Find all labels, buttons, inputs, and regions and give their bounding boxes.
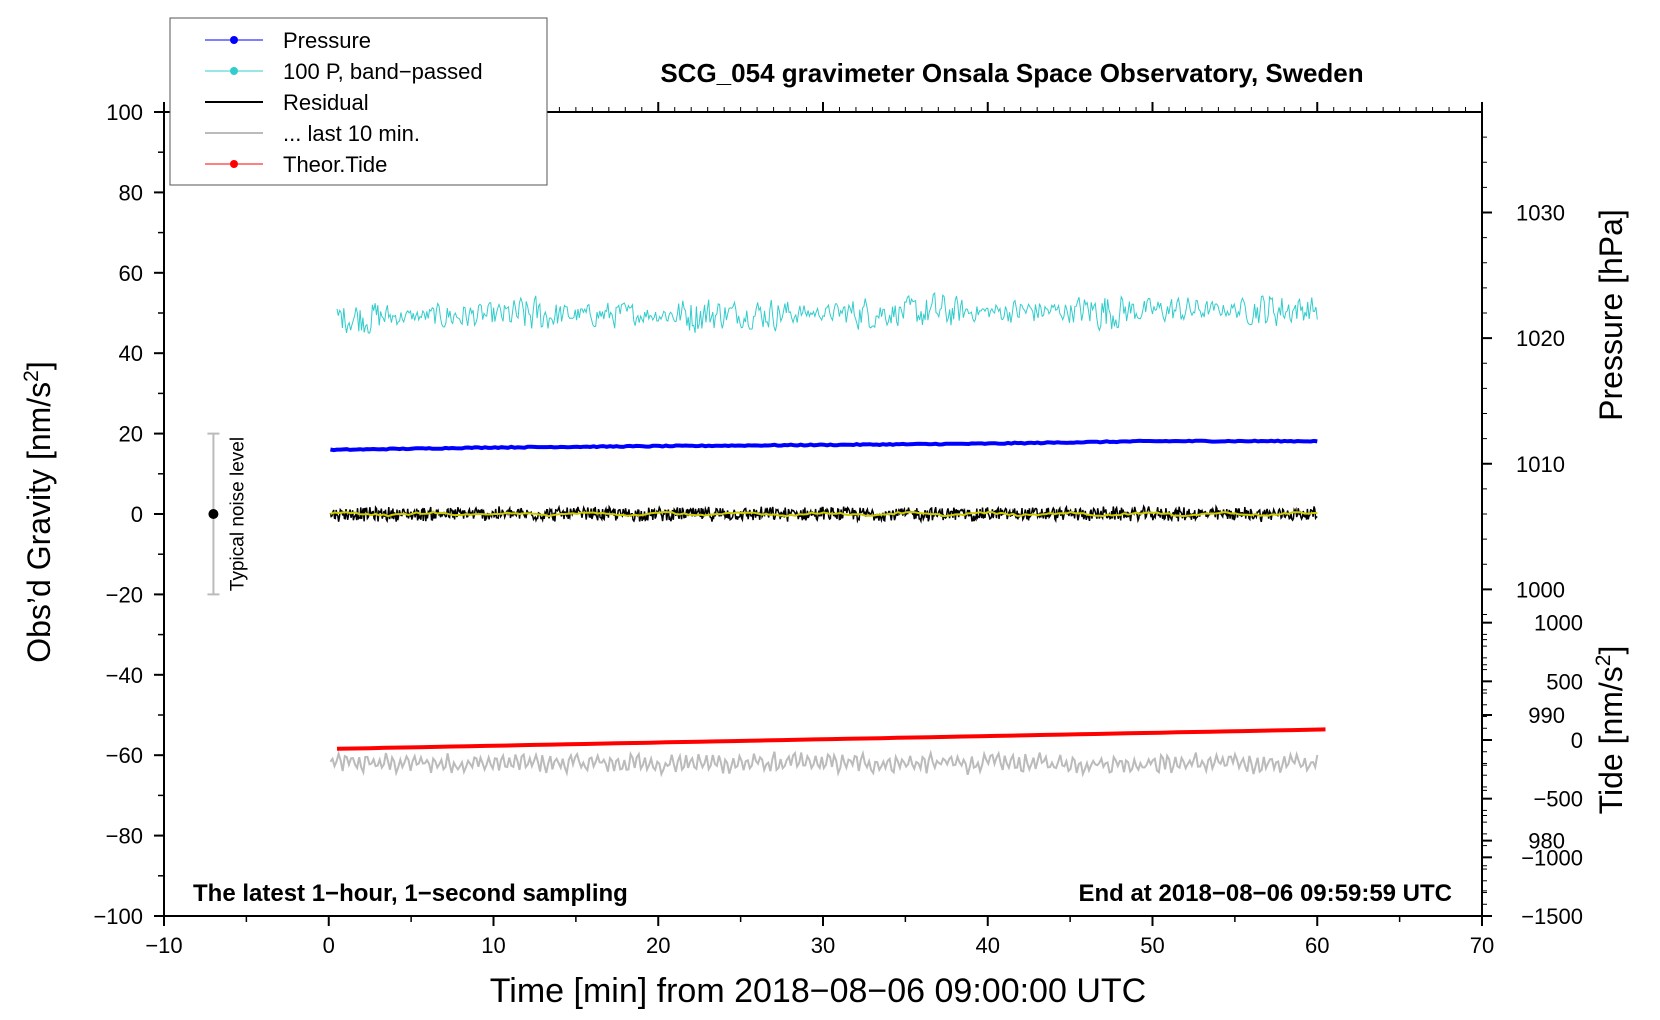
pressure-axis-label: Pressure [hPa] [1593,209,1629,421]
y-tick-label: 80 [119,180,143,205]
noise-level-indicator: Typical noise level [207,432,248,596]
y-tick-label: 20 [119,422,143,447]
pressure-tick-label: 990 [1528,703,1565,728]
y-tick-label: 40 [119,341,143,366]
series-theor-tide-line [336,727,1326,751]
tide-tick-label: 0 [1571,728,1583,753]
y-tick-label: 0 [131,502,143,527]
legend-item-pressure: Pressure [205,28,371,53]
tide-tick-label: −1000 [1521,845,1583,870]
tide-axis-label-main: Tide [nm/s [1593,666,1629,814]
series-residual-smoothed-line [330,510,1318,518]
series-pressure-line [330,438,1318,453]
y-axis-label-left-main: Obs’d Gravity [nm/s [21,382,57,663]
legend-item-bandpassed: 100 P, band−passed [205,59,483,84]
x-tick-label: 40 [976,933,1000,958]
y-tick-label: −60 [106,743,143,768]
legend-marker-tide [230,160,238,168]
pressure-tick-label: 1000 [1516,577,1565,602]
legend-label-tide: Theor.Tide [283,152,387,177]
tide-axis-label-superscript: 2 [1592,655,1615,667]
legend-item-residual: Residual [205,90,369,115]
plot-area [329,292,1326,778]
tide-tick-label: 500 [1546,669,1583,694]
y-axis-label-left-superscript: 2 [20,370,43,382]
x-axis-label: Time [min] from 2018−08−06 09:00:00 UTC [490,972,1146,1010]
tide-axis-label-end: ] [1593,646,1629,655]
noise-bar-label: Typical noise level [227,437,248,591]
x-tick-label: −10 [145,933,182,958]
legend: Pressure 100 P, band−passed Residual ...… [169,17,548,186]
tide-axis-ticks: −1500 −1000 −500 0 500 1000 [1482,611,1583,929]
annotation-end-time: End at 2018−08−06 09:59:59 UTC [1078,880,1452,907]
pressure-tick-label: 1010 [1516,452,1565,477]
y-axis-label-left: Obs’d Gravity [nm/s2] [20,361,57,663]
legend-marker-bandpassed [230,67,238,75]
y-axis-ticks: −100 −80 −60 −40 −20 0 20 40 60 80 100 [93,100,164,929]
annotation-sampling: The latest 1−hour, 1−second sampling [193,880,628,907]
tide-axis-label: Tide [nm/s2] [1592,646,1629,815]
x-tick-label: 30 [811,933,835,958]
legend-label-bandpassed: 100 P, band−passed [283,59,483,84]
y-tick-label: −40 [106,663,143,688]
series-band-passed-line [336,292,1318,334]
y-tick-label: −100 [93,904,143,929]
legend-item-tide: Theor.Tide [205,152,387,177]
tide-tick-label: −1500 [1521,904,1583,929]
legend-marker-pressure [230,36,238,44]
noise-bar-center-dot [208,509,219,519]
chart-title: SCG_054 gravimeter Onsala Space Observat… [660,58,1363,88]
x-tick-label: 20 [646,933,670,958]
x-tick-label: 60 [1305,933,1329,958]
tide-tick-label: 1000 [1534,611,1583,636]
legend-label-last10: ... last 10 min. [283,121,420,146]
x-tick-label: 70 [1470,933,1494,958]
y-tick-label: 100 [106,100,143,125]
x-tick-label: 50 [1140,933,1164,958]
y-tick-label: −80 [106,824,143,849]
series-residual-line [329,504,1318,524]
legend-label-pressure: Pressure [283,28,371,53]
pressure-tick-label: 1030 [1516,201,1565,226]
y-tick-label: 60 [119,261,143,286]
series-last-10-min-line [329,749,1319,778]
plot-frame [163,111,1483,917]
pressure-axis-ticks: 980 990 1000 1010 1020 1030 [1482,201,1565,854]
legend-item-last10: ... last 10 min. [205,121,420,146]
y-tick-label: −20 [106,582,143,607]
pressure-tick-label: 1020 [1516,326,1565,351]
pressure-tick-label: 980 [1528,829,1565,854]
legend-label-residual: Residual [283,90,369,115]
tide-tick-label: −500 [1533,787,1583,812]
y-axis-label-left-end: ] [21,361,57,370]
x-tick-label: 10 [481,933,505,958]
x-tick-label: 0 [323,933,335,958]
